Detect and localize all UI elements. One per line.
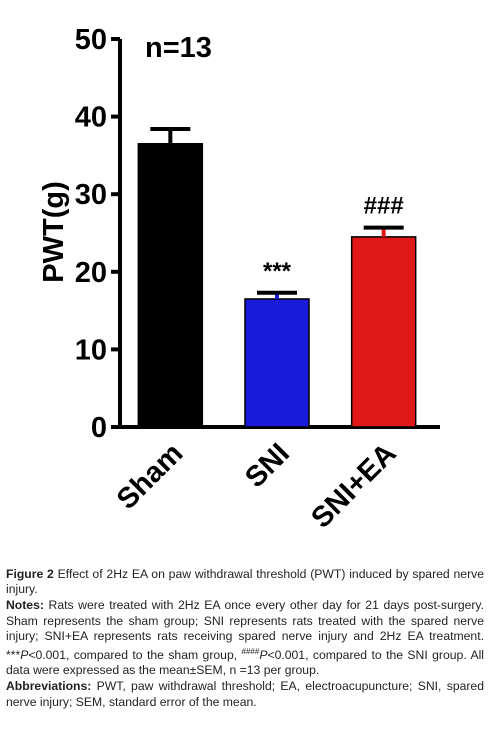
notes-text-2: <0.001, compared to the sham group, bbox=[28, 648, 242, 663]
y-tick-label: 10 bbox=[75, 334, 107, 366]
caption-notes: Notes: Rats were treated with 2Hz EA onc… bbox=[6, 598, 484, 678]
x-tick-label: SNI bbox=[239, 437, 296, 494]
figure-caption: Figure 2 Effect of 2Hz EA on paw withdra… bbox=[6, 567, 484, 711]
abbr-text: PWT, paw withdrawal threshold; EA, elect… bbox=[6, 679, 484, 709]
p-symbol-1: P bbox=[20, 648, 29, 663]
chart-title: n=13 bbox=[145, 32, 212, 64]
notes-text-1: Rats were treated with 2Hz EA once every… bbox=[6, 598, 485, 663]
y-tick-label: 20 bbox=[75, 257, 107, 289]
figure-text: Effect of 2Hz EA on paw withdrawal thres… bbox=[6, 567, 484, 597]
notes-label: Notes: bbox=[6, 598, 44, 613]
bar bbox=[244, 298, 310, 428]
notes-text-3: <0.001, compared to the SNI group. All d… bbox=[6, 648, 484, 678]
bar bbox=[137, 143, 204, 428]
significance-label: *** bbox=[263, 258, 292, 285]
y-axis-label: PWT(g) bbox=[38, 181, 70, 282]
p-symbol-2: P bbox=[259, 648, 268, 663]
hash-superscript: #### bbox=[241, 647, 260, 657]
significance-label: ### bbox=[364, 193, 404, 220]
bar bbox=[350, 236, 417, 428]
y-tick-label: 40 bbox=[75, 102, 107, 134]
y-tick-label: 50 bbox=[75, 24, 107, 56]
x-tick-label: SNI+EA bbox=[305, 437, 402, 534]
abbr-label: Abbreviations: bbox=[6, 679, 92, 694]
figure-label: Figure 2 bbox=[6, 567, 54, 581]
chart-bars: *** ### bbox=[137, 127, 417, 428]
caption-abbreviations: Abbreviations: PWT, paw withdrawal thres… bbox=[6, 679, 484, 709]
x-tick-label: Sham bbox=[111, 437, 189, 515]
y-tick-label: 0 bbox=[91, 412, 107, 444]
y-tick-label: 30 bbox=[75, 179, 107, 211]
caption-title: Figure 2 Effect of 2Hz EA on paw withdra… bbox=[6, 567, 484, 597]
bar-chart: 0 10 20 30 40 50 Sham SNI SNI+EA *** ### n=13 PWT… bbox=[38, 24, 440, 535]
